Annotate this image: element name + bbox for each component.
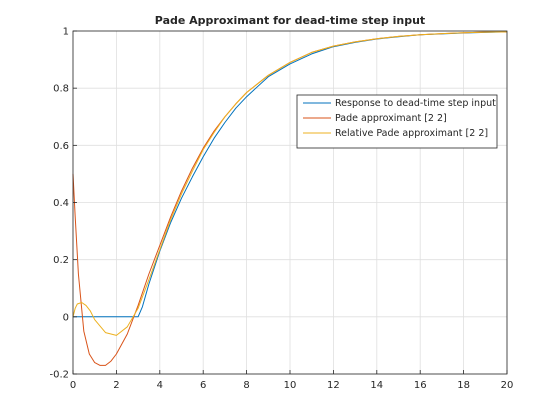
chart-title: Pade Approximant for dead-time step inpu…: [155, 14, 425, 27]
plot-area: [72, 31, 508, 366]
x-tick-label: 6: [200, 380, 206, 391]
x-tick-label: 14: [370, 380, 383, 391]
legend-label: Relative Pade approximant [2 2]: [335, 128, 488, 139]
axis-ticks: 0 2 4 6 8 10 12 14 16 18 20-0.200.20.40.60.81: [49, 27, 513, 392]
legend-box: [296, 94, 498, 149]
legend-label: Pade approximant [2 2]: [335, 113, 447, 124]
legend-label: Response to dead-time step input: [335, 98, 496, 109]
y-tick-label: 0: [63, 312, 69, 323]
y-tick-label: 0.4: [53, 198, 69, 209]
x-tick-label: 8: [243, 380, 249, 391]
x-tick-label: 12: [327, 380, 340, 391]
y-tick-label: 1: [63, 27, 69, 38]
legend: Response to dead-time step input Pade app…: [296, 94, 498, 149]
x-tick-label: 16: [414, 380, 427, 391]
x-tick-label: 10: [284, 380, 297, 391]
x-tick-label: 2: [113, 380, 119, 391]
series-line-3: [72, 31, 508, 336]
x-tick-label: 0: [70, 380, 76, 391]
grid: [72, 30, 508, 375]
y-tick-label: -0.2: [49, 370, 69, 381]
x-tick-label: 20: [501, 380, 514, 391]
y-tick-label: 0.6: [53, 141, 69, 152]
y-tick-label: 0.2: [53, 255, 69, 266]
x-tick-label: 4: [157, 380, 163, 391]
y-tick-label: 0.8: [53, 84, 69, 95]
x-tick-label: 18: [457, 380, 470, 391]
